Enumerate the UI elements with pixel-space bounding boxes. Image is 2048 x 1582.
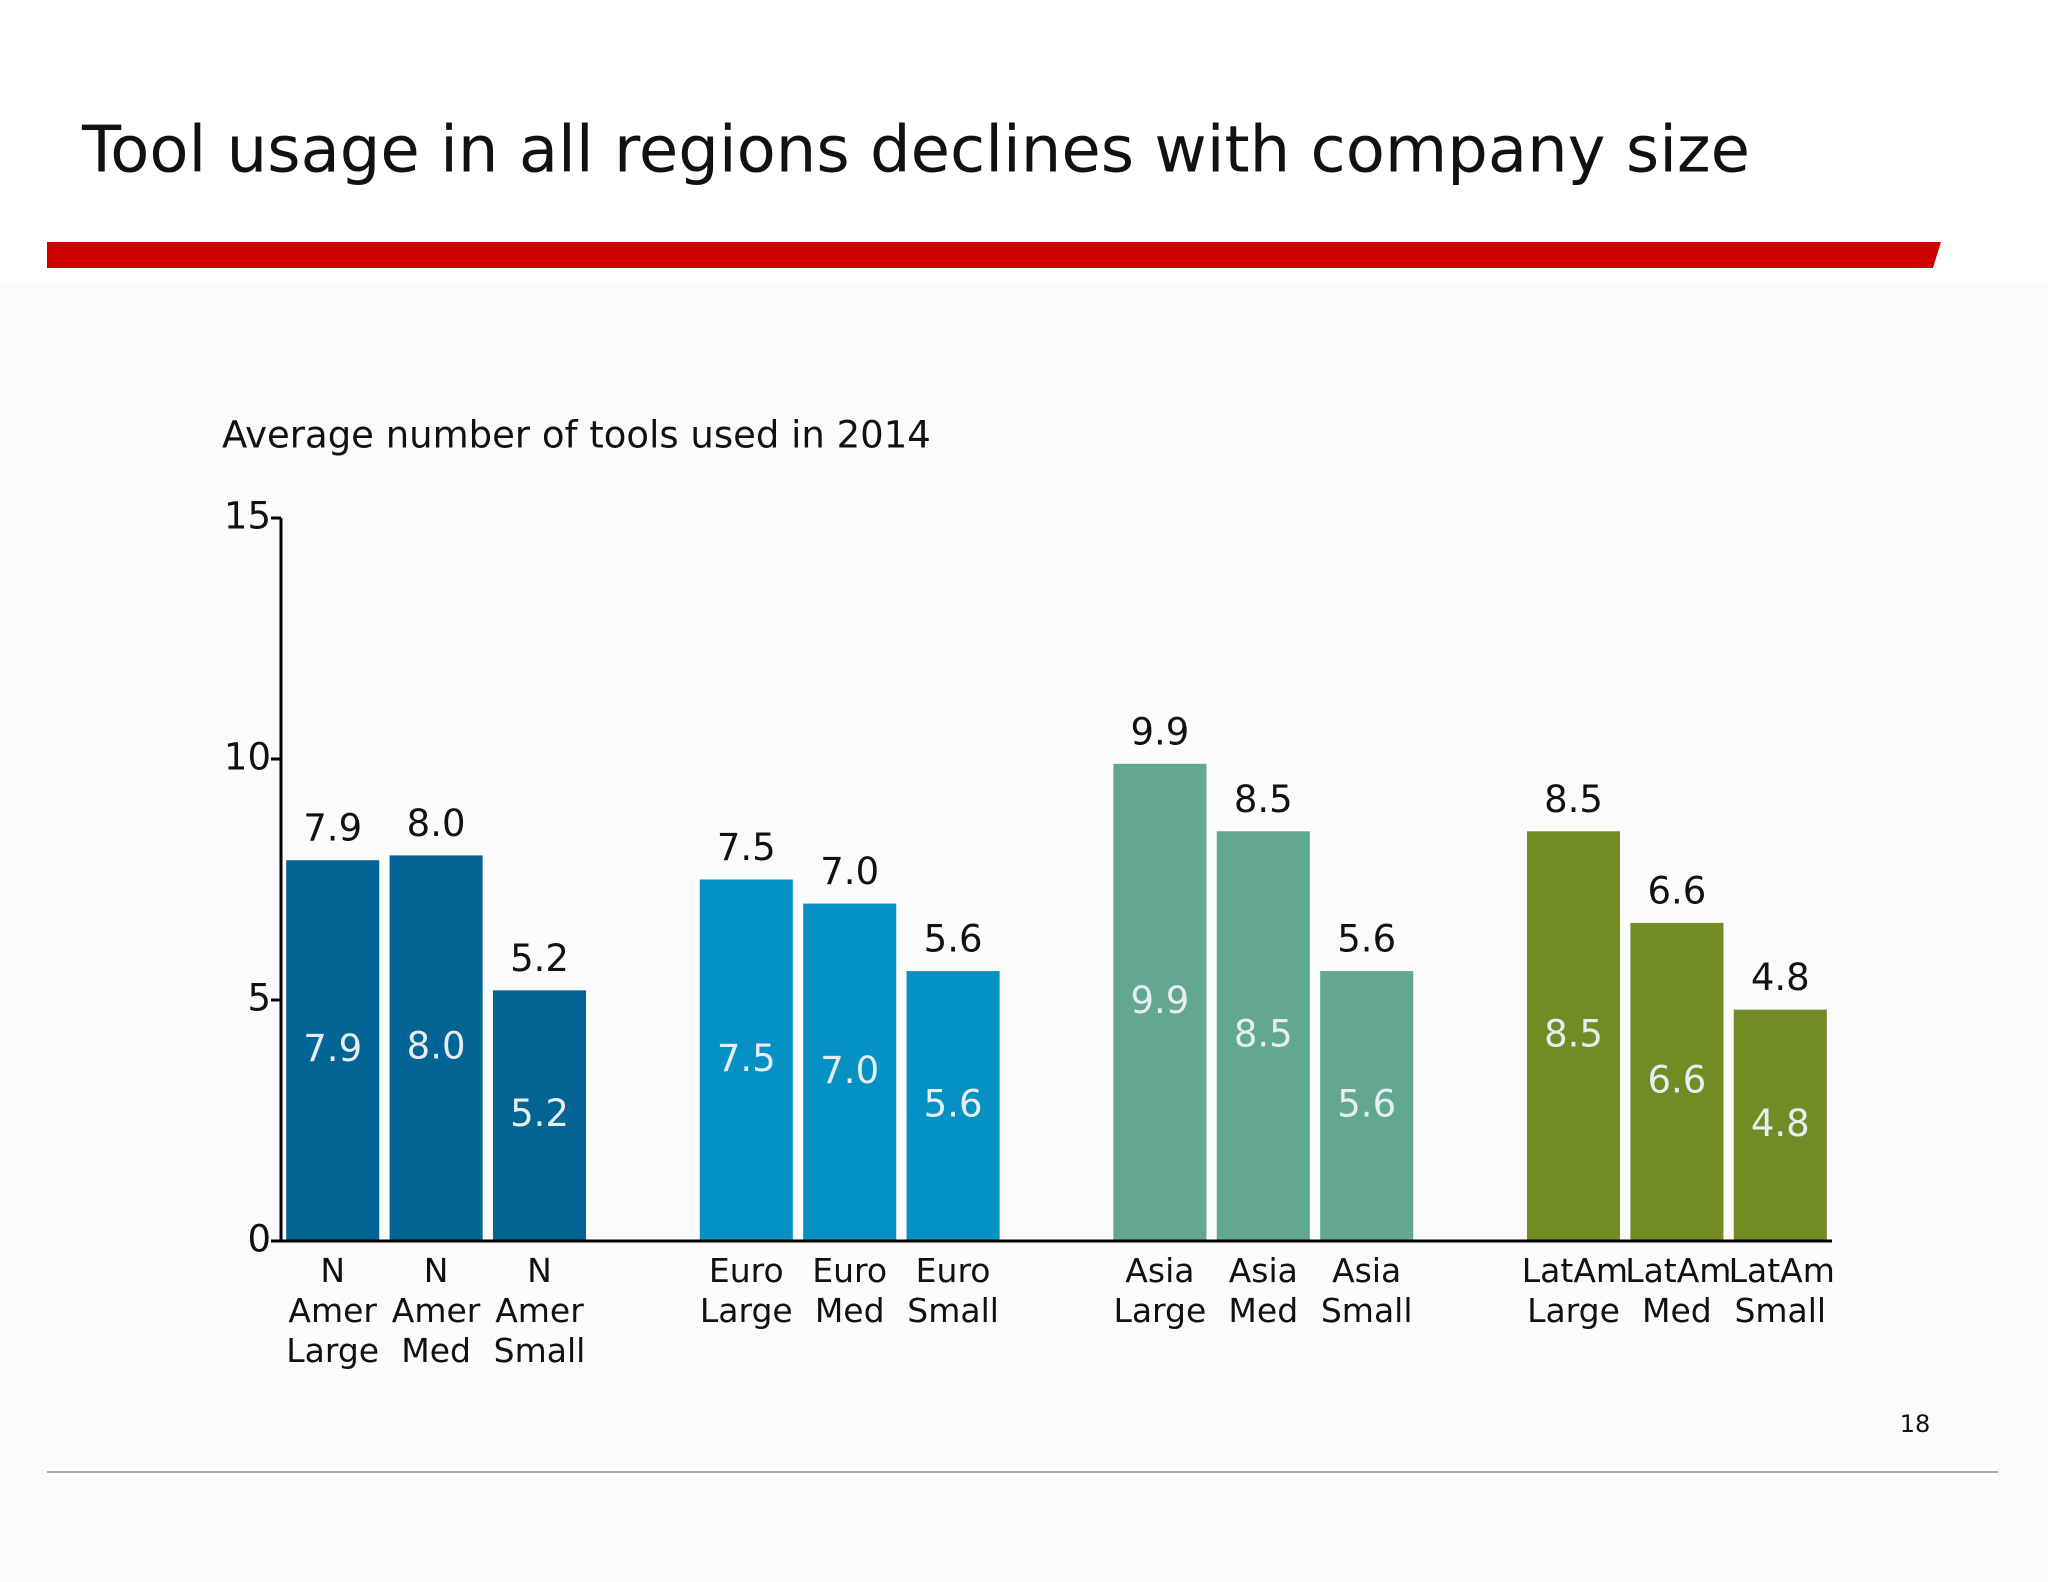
value-label: 8.5 xyxy=(1234,778,1293,821)
value-label: 8.5 xyxy=(1544,778,1603,821)
x-tick-label: N Amer Large xyxy=(286,1251,380,1370)
bar xyxy=(906,971,1000,1241)
y-tick-label: 0 xyxy=(247,1218,271,1261)
x-tick-label: Euro Large xyxy=(699,1251,793,1330)
value-label: 5.6 xyxy=(924,918,983,961)
y-tick-label: 10 xyxy=(224,736,271,779)
inner-value-label: 5.6 xyxy=(1337,1083,1396,1126)
x-tick-label: LatAm Small xyxy=(1728,1251,1835,1330)
value-label: 4.8 xyxy=(1751,956,1810,999)
value-label: 5.6 xyxy=(1337,918,1396,961)
inner-value-label: 5.2 xyxy=(510,1092,569,1135)
bar xyxy=(1320,971,1414,1241)
x-tick-label: N Amer Med xyxy=(391,1251,481,1370)
bar xyxy=(803,903,897,1241)
value-label: 9.9 xyxy=(1130,710,1189,753)
inner-value-label: 6.6 xyxy=(1647,1058,1706,1101)
inner-value-label: 5.6 xyxy=(924,1083,983,1126)
inner-value-label: 7.9 xyxy=(303,1027,362,1070)
inner-value-label: 8.0 xyxy=(407,1025,466,1068)
x-tick-label: Asia Large xyxy=(1113,1251,1207,1330)
x-tick-label: N Amer Small xyxy=(493,1251,586,1370)
x-tick-label: Asia Med xyxy=(1228,1251,1299,1330)
value-label: 7.5 xyxy=(717,826,776,869)
bar xyxy=(1630,922,1724,1241)
inner-value-label: 9.9 xyxy=(1130,979,1189,1022)
title-rule xyxy=(47,242,1941,268)
value-label: 5.2 xyxy=(510,937,569,980)
x-tick-label: Asia Small xyxy=(1320,1251,1413,1330)
inner-value-label: 4.8 xyxy=(1751,1102,1810,1145)
x-tick-label: LatAm Large xyxy=(1521,1251,1629,1330)
x-tick-label: LatAm Med xyxy=(1625,1251,1732,1330)
x-tick-label: Euro Med xyxy=(812,1251,888,1330)
bar xyxy=(286,860,380,1241)
inner-value-label: 7.5 xyxy=(717,1037,776,1080)
inner-value-label: 8.5 xyxy=(1234,1013,1293,1056)
chart-subtitle: Average number of tools used in 2014 xyxy=(222,414,931,457)
y-tick-label: 5 xyxy=(247,977,271,1020)
bar xyxy=(389,855,483,1241)
value-label: 7.9 xyxy=(303,807,362,850)
value-label: 7.0 xyxy=(820,850,879,893)
x-tick-label: Euro Small xyxy=(907,1251,999,1330)
bar xyxy=(1526,831,1621,1241)
bar xyxy=(1733,1009,1827,1241)
bar xyxy=(1113,763,1207,1241)
inner-value-label: 8.5 xyxy=(1544,1013,1603,1056)
bar xyxy=(699,879,793,1241)
value-label: 6.6 xyxy=(1647,869,1706,912)
slide-title: Tool usage in all regions declines with … xyxy=(81,114,1750,188)
y-tick-label: 15 xyxy=(224,495,271,538)
bar xyxy=(1216,831,1310,1241)
page-number: 18 xyxy=(1900,1410,1931,1438)
value-label: 8.0 xyxy=(407,802,466,845)
inner-value-label: 7.0 xyxy=(820,1049,879,1092)
bar xyxy=(492,990,587,1241)
